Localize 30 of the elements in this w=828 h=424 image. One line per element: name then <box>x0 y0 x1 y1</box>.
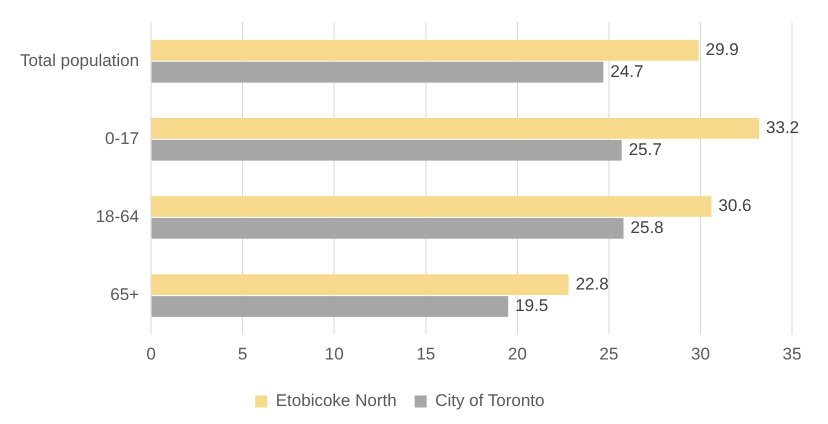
x-tick-label: 30 <box>690 344 710 364</box>
bar <box>152 296 508 317</box>
data-label: 25.8 <box>630 218 664 238</box>
data-label: 24.7 <box>610 62 644 81</box>
bar <box>152 140 622 161</box>
data-label: 22.8 <box>576 274 609 294</box>
legend-label: City of Toronto <box>435 391 544 410</box>
x-tick-label: 5 <box>238 344 248 364</box>
x-tick-label: 15 <box>416 344 436 364</box>
y-tick-label: 65+ <box>110 285 140 304</box>
x-tick-label: 25 <box>599 344 618 364</box>
data-label: 33.2 <box>766 118 800 138</box>
bar <box>152 196 712 217</box>
bar <box>152 118 760 139</box>
data-label: 19.5 <box>515 296 548 316</box>
y-tick-label: Total population <box>20 50 140 70</box>
x-tick-label: 10 <box>324 344 344 364</box>
data-label: 30.6 <box>718 196 752 216</box>
legend-label: Etobicoke North <box>276 391 397 410</box>
bar <box>152 218 624 239</box>
x-tick-label: 35 <box>782 344 802 364</box>
y-tick-label: 0-17 <box>105 129 140 148</box>
data-label: 29.9 <box>706 40 739 60</box>
bar <box>152 274 569 296</box>
x-tick-label: 20 <box>508 344 527 364</box>
x-tick-label: 0 <box>146 344 156 364</box>
bar <box>152 40 699 61</box>
data-label: 25.7 <box>628 140 662 159</box>
y-tick-label: 18-64 <box>96 207 140 226</box>
bar <box>152 62 604 83</box>
